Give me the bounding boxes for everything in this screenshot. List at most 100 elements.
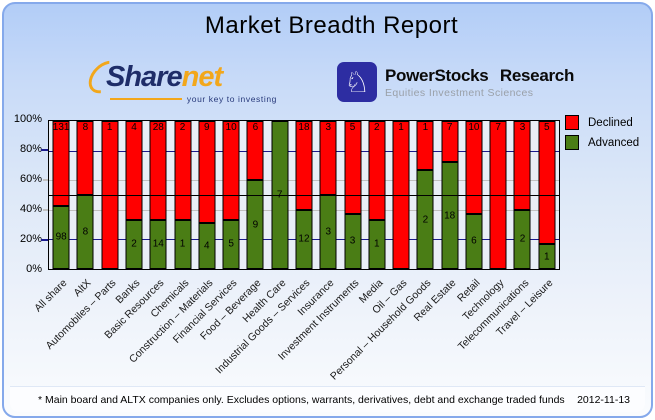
declined-value-label: 3 xyxy=(519,122,526,133)
declined-value-label: 7 xyxy=(495,122,501,133)
stacked-bar xyxy=(295,121,313,269)
advanced-segment xyxy=(295,209,313,269)
declined-value-label: 1 xyxy=(106,122,113,133)
knight-chess-icon: ♘ xyxy=(337,62,377,102)
bar-real-estate: 7 18 xyxy=(438,121,462,269)
declined-segment xyxy=(174,121,192,220)
declined-value-label: 18 xyxy=(298,122,310,133)
legend-label-declined: Declined xyxy=(588,116,633,129)
advanced-swatch xyxy=(565,135,579,150)
advanced-value-label: 14 xyxy=(152,238,164,250)
advanced-value-label: 3 xyxy=(325,226,332,238)
stacked-bar xyxy=(368,121,386,269)
powerstocks-subtitle: Equities Investment Sciences xyxy=(385,86,534,99)
declined-value-label: 10 xyxy=(468,122,480,133)
declined-value-label: 7 xyxy=(446,122,453,133)
advanced-segment xyxy=(125,219,143,269)
declined-segment xyxy=(246,121,264,181)
declined-segment xyxy=(198,121,216,224)
declined-value-label: 4 xyxy=(131,122,137,133)
advanced-value-label: 98 xyxy=(55,231,67,243)
bar-all-share: 131 98 xyxy=(49,121,73,269)
footer-bar: * Main board and ALTX companies only. Ex… xyxy=(10,386,645,412)
advanced-value-label: 3 xyxy=(349,235,356,247)
y-tick-label-40pct: 40% xyxy=(19,203,42,215)
bar-retail: 10 6 xyxy=(462,121,486,269)
declined-swatch xyxy=(565,115,579,130)
stacked-bar xyxy=(465,121,483,269)
stacked-bar xyxy=(52,121,70,269)
sharenet-logo-text-share: Share xyxy=(106,60,183,93)
advanced-value-label: 18 xyxy=(444,210,456,222)
footer-date: 2012-11-13 xyxy=(577,393,630,406)
stacked-bar xyxy=(198,121,216,269)
stacked-bar xyxy=(344,121,362,269)
y-tick-label-60pct: 60% xyxy=(19,173,42,185)
declined-segment xyxy=(441,121,459,163)
stacked-bar xyxy=(246,121,264,269)
y-tick-label-20pct: 20% xyxy=(19,233,42,245)
reference-line-50pct xyxy=(49,195,559,196)
declined-value-label: 1 xyxy=(398,122,404,133)
declined-value-label: 2 xyxy=(179,122,186,133)
declined-segment xyxy=(465,121,483,214)
declined-segment xyxy=(513,121,531,210)
declined-segment xyxy=(344,121,362,214)
declined-segment xyxy=(295,121,313,210)
advanced-value-label: 6 xyxy=(471,235,477,247)
declined-value-label: 9 xyxy=(204,122,210,133)
advanced-segment xyxy=(344,213,362,269)
declined-value-label: 1 xyxy=(422,122,429,133)
declined-segment xyxy=(538,121,556,245)
declined-value-label: 6 xyxy=(252,122,259,133)
page-title: Market Breadth Report xyxy=(204,12,459,39)
declined-segment xyxy=(125,121,143,220)
advanced-value-label: 1 xyxy=(543,251,550,263)
advanced-segment xyxy=(222,219,240,269)
advanced-segment xyxy=(513,209,531,269)
y-tick-mark xyxy=(43,209,48,211)
advanced-segment xyxy=(538,244,556,269)
declined-segment xyxy=(52,121,70,206)
advanced-value-label: 2 xyxy=(131,238,137,250)
advanced-segment xyxy=(441,162,459,269)
y-tick-mark xyxy=(43,179,48,181)
legend-item-advanced: Advanced xyxy=(565,135,639,150)
declined-value-label: 8 xyxy=(82,122,89,133)
declined-segment xyxy=(368,121,386,220)
stacked-bar xyxy=(319,121,337,269)
advanced-segment xyxy=(149,219,167,269)
stacked-bar xyxy=(222,121,240,269)
advanced-segment xyxy=(174,219,192,269)
stacked-bar xyxy=(149,121,167,269)
y-tick-mark xyxy=(41,239,48,241)
legend-label-advanced: Advanced xyxy=(588,136,640,149)
stacked-bar xyxy=(441,121,459,269)
y-tick-mark xyxy=(41,149,48,151)
stacked-bar xyxy=(76,121,94,269)
sharenet-logo-text-net: net xyxy=(181,60,223,93)
advanced-value-label: 9 xyxy=(252,219,259,231)
stacked-bar xyxy=(174,121,192,269)
bar-basic-resources: 28 14 xyxy=(146,121,170,269)
declined-segment xyxy=(149,121,167,220)
y-tick-label-0pct: 0% xyxy=(26,263,42,275)
sharenet-underline xyxy=(109,98,182,100)
declined-value-label: 5 xyxy=(349,122,356,133)
advanced-value-label: 1 xyxy=(179,238,186,250)
bar-financial-services: 10 5 xyxy=(219,121,243,269)
powerstocks-name: PowerStocks Research xyxy=(385,65,575,85)
advanced-value-label: 1 xyxy=(374,238,380,250)
advanced-value-label: 2 xyxy=(519,233,526,245)
advanced-segment xyxy=(368,219,386,269)
legend-item-declined: Declined xyxy=(565,115,639,130)
